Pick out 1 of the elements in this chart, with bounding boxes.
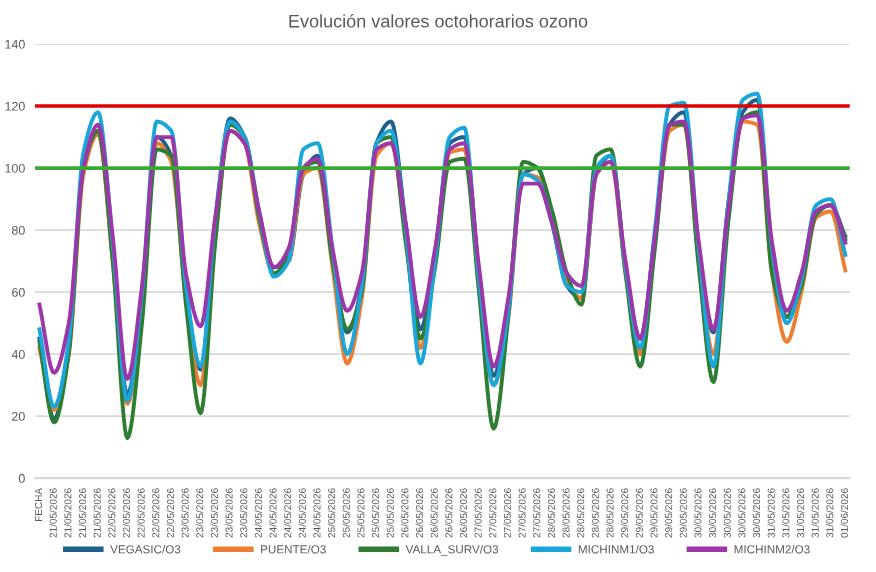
chart-title: Evolución valores octohorarios ozono — [289, 14, 588, 28]
